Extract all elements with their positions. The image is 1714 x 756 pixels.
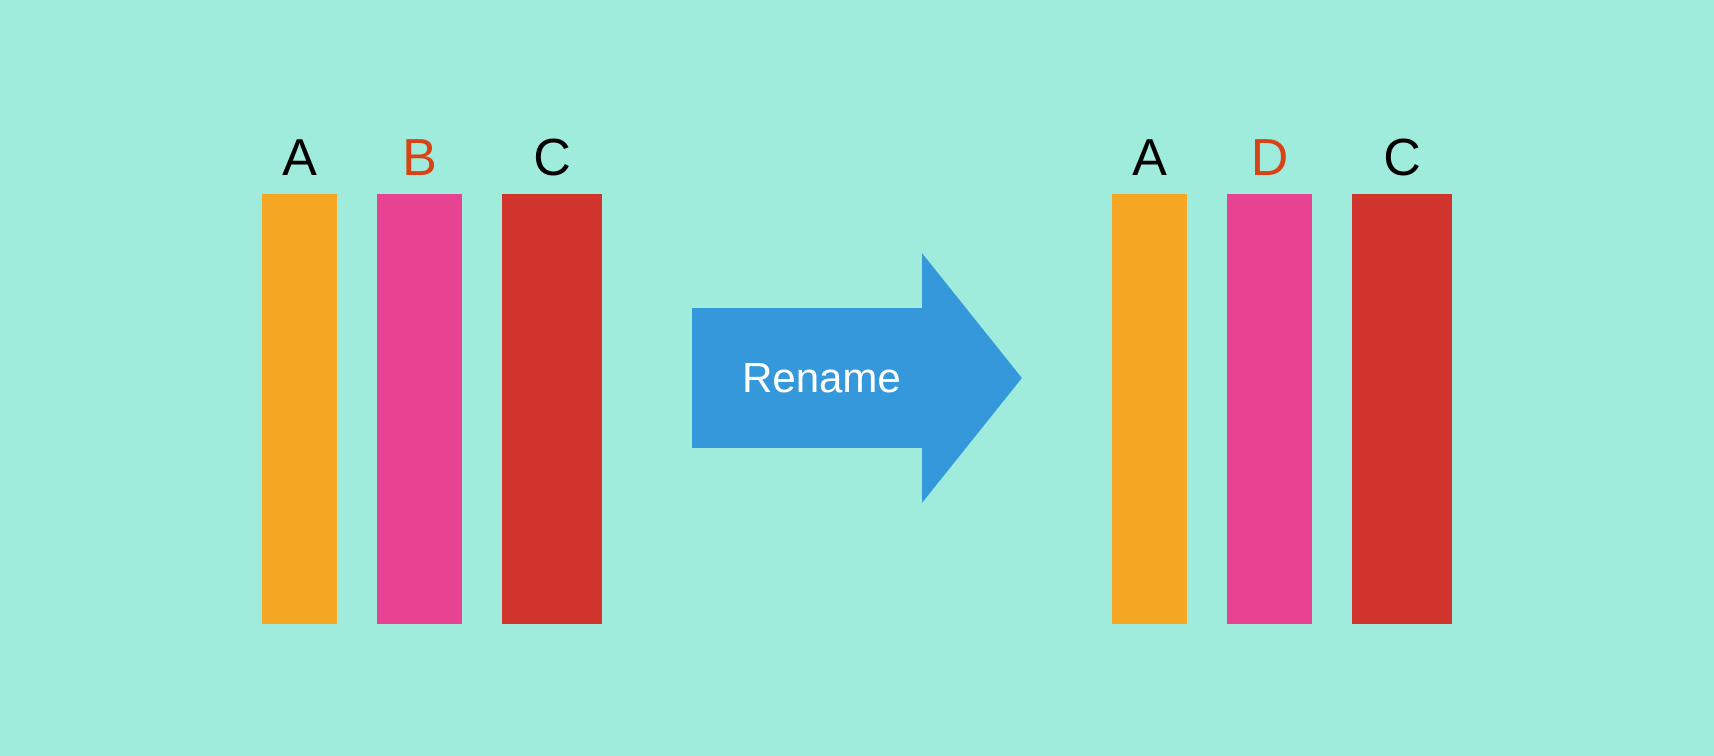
- left-column-bar-2: [502, 194, 602, 624]
- left-column-label-1: B: [402, 132, 437, 184]
- left-column-2: C: [502, 132, 602, 624]
- left-column-label-2: C: [533, 132, 571, 184]
- arrow-label: Rename: [742, 354, 901, 402]
- right-column-2: C: [1352, 132, 1452, 624]
- right-column-label-2: C: [1383, 132, 1421, 184]
- left-column-bar-1: [377, 194, 462, 624]
- left-column-bar-0: [262, 194, 337, 624]
- left-column-group: A B C: [262, 132, 602, 624]
- right-column-bar-2: [1352, 194, 1452, 624]
- left-column-1: B: [377, 132, 462, 624]
- right-column-bar-1: [1227, 194, 1312, 624]
- right-column-group: A D C: [1112, 132, 1452, 624]
- rename-arrow: Rename: [692, 253, 1022, 503]
- right-column-label-0: A: [1132, 132, 1167, 184]
- right-column-1: D: [1227, 132, 1312, 624]
- right-column-label-1: D: [1251, 132, 1289, 184]
- right-column-0: A: [1112, 132, 1187, 624]
- left-column-0: A: [262, 132, 337, 624]
- left-column-label-0: A: [282, 132, 317, 184]
- diagram-canvas: A B C Rename A D C: [0, 0, 1714, 756]
- right-column-bar-0: [1112, 194, 1187, 624]
